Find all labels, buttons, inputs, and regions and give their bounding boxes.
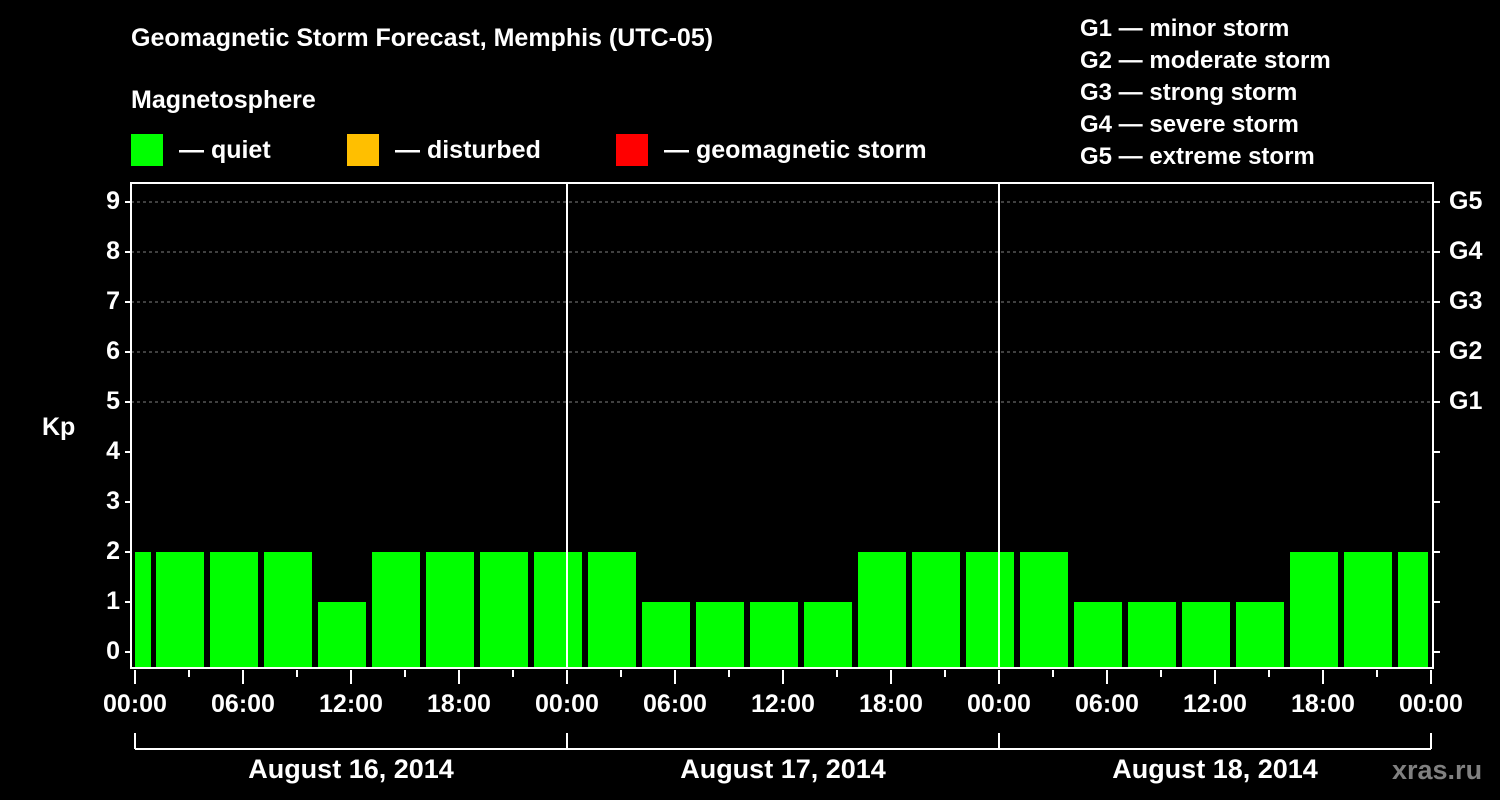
y-tick-label: 6 (106, 337, 120, 365)
x-tick-label: 06:00 (211, 690, 275, 718)
kp-bar (480, 552, 528, 668)
day-label: August 16, 2014 (248, 754, 454, 784)
g-scale-4: G4 — severe storm (1080, 111, 1299, 138)
storm-swatch (616, 134, 648, 166)
kp-bar (1344, 552, 1392, 668)
day-label: August 18, 2014 (1112, 754, 1318, 784)
kp-bar (588, 552, 636, 668)
kp-bar (1398, 552, 1428, 668)
x-tick-label: 06:00 (643, 690, 707, 718)
kp-bar (318, 602, 366, 668)
y-tick-label: 0 (106, 637, 120, 665)
legend-disturbed-label: — disturbed (395, 135, 541, 164)
legend-storm-label: — geomagnetic storm (664, 135, 927, 164)
y-tick-label: 8 (106, 237, 120, 265)
x-tick-label: 00:00 (967, 690, 1031, 718)
legend-disturbed: — disturbed (347, 133, 541, 167)
kp-bar (156, 552, 204, 668)
kp-bar (534, 552, 582, 668)
g-scale-5: G5 — extreme storm (1080, 143, 1315, 170)
quiet-swatch (131, 134, 163, 166)
disturbed-swatch (347, 134, 379, 166)
y-tick-label: 9 (106, 187, 120, 215)
kp-bar (912, 552, 960, 668)
g-tick-label: G1 (1449, 387, 1483, 415)
kp-bar (642, 602, 690, 668)
g-tick-label: G3 (1449, 287, 1483, 315)
x-tick-label: 12:00 (1183, 690, 1247, 718)
legend-title: Magnetosphere (131, 86, 316, 114)
kp-bar (1236, 602, 1284, 668)
g-tick-label: G5 (1449, 187, 1483, 215)
chart-title: Geomagnetic Storm Forecast, Memphis (UTC… (131, 24, 714, 52)
g-tick-label: G4 (1449, 237, 1483, 265)
kp-bar (1182, 602, 1230, 668)
kp-bar (1128, 602, 1176, 668)
g-scale-1: G1 — minor storm (1080, 15, 1290, 42)
y-axis-label: Kp (42, 413, 76, 441)
x-tick-label: 00:00 (535, 690, 599, 718)
x-tick-label: 12:00 (751, 690, 815, 718)
x-tick-label: 00:00 (103, 690, 167, 718)
y-tick-label: 1 (106, 587, 120, 615)
g-tick-label: G2 (1449, 337, 1483, 365)
day-label: August 17, 2014 (680, 754, 886, 784)
x-tick-label: 06:00 (1075, 690, 1139, 718)
g-scale-3: G3 — strong storm (1080, 79, 1298, 106)
y-tick-label: 5 (106, 387, 120, 415)
y-tick-label: 3 (106, 487, 120, 515)
kp-bar (372, 552, 420, 668)
legend-storm: — geomagnetic storm (616, 133, 927, 167)
kp-bar (1290, 552, 1338, 668)
x-tick-label: 18:00 (859, 690, 923, 718)
kp-bar (135, 552, 151, 668)
kp-bar (426, 552, 474, 668)
kp-bar (966, 552, 1014, 668)
kp-bar (264, 552, 312, 668)
legend-quiet-label: — quiet (179, 135, 271, 164)
y-tick-label: 4 (106, 437, 120, 465)
x-tick-label: 00:00 (1399, 690, 1463, 718)
x-tick-label: 18:00 (1291, 690, 1355, 718)
x-tick-label: 12:00 (319, 690, 383, 718)
kp-bar (1074, 602, 1122, 668)
kp-bar (696, 602, 744, 668)
kp-bar (210, 552, 258, 668)
y-tick-label: 7 (106, 287, 120, 315)
x-tick-label: 18:00 (427, 690, 491, 718)
kp-bar (750, 602, 798, 668)
y-tick-label: 2 (106, 537, 120, 565)
legend-quiet: — quiet (131, 133, 271, 167)
kp-bar (804, 602, 852, 668)
watermark: xras.ru (1392, 755, 1483, 785)
kp-bar (858, 552, 906, 668)
kp-bar (1020, 552, 1068, 668)
g-scale-2: G2 — moderate storm (1080, 47, 1331, 74)
